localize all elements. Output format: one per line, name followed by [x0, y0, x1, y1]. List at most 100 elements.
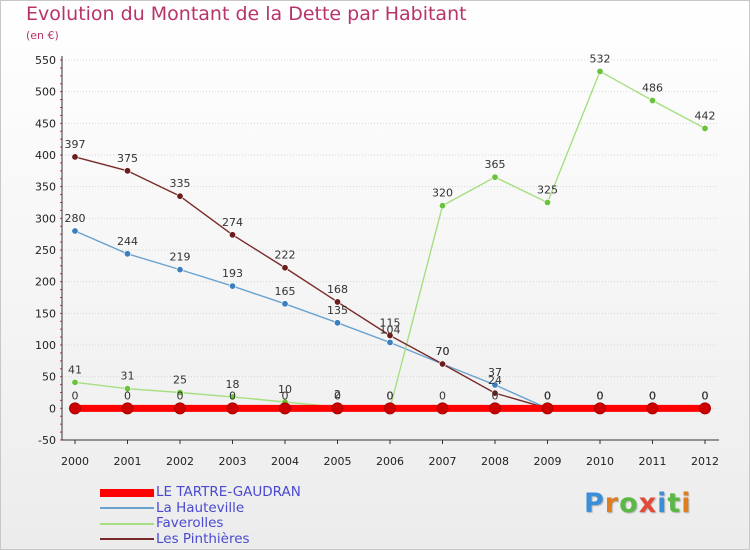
data-point	[71, 227, 79, 235]
legend-label: Les Pinthières	[156, 530, 250, 547]
x-tick-label: 2000	[61, 455, 89, 468]
legend: LE TARTRE-GAUDRAN La Hauteville Faverolles…	[100, 485, 301, 547]
data-point	[176, 388, 184, 396]
x-tick-label: 2004	[271, 455, 299, 468]
x-tick-label: 2011	[639, 455, 667, 468]
data-label: 2	[334, 388, 341, 401]
data-point	[71, 153, 79, 161]
chart-subtitle: (en €)	[26, 29, 59, 42]
data-point	[279, 402, 291, 415]
data-point	[69, 402, 81, 415]
y-tick-label: 500	[35, 86, 56, 99]
data-label: 532	[590, 52, 611, 65]
logo-letter: i	[657, 488, 668, 519]
data-point	[124, 385, 132, 393]
data-point	[438, 202, 446, 210]
data-label: 325	[537, 184, 558, 197]
data-label: 320	[432, 187, 453, 200]
data-point	[333, 319, 341, 327]
data-point	[333, 298, 341, 306]
y-tick-label: 250	[35, 244, 56, 257]
data-point	[489, 402, 501, 415]
data-point	[226, 402, 239, 415]
data-point	[436, 402, 449, 415]
legend-item: Les Pinthières	[100, 530, 301, 548]
data-label: 25	[173, 374, 187, 387]
legend-label: LE TARTRE-GAUDRAN	[156, 484, 301, 501]
x-tick-label: 2003	[219, 455, 247, 468]
x-tick-label: 2007	[429, 455, 457, 468]
data-label: 165	[275, 285, 296, 298]
data-point	[594, 402, 606, 415]
data-point	[491, 389, 499, 397]
legend-swatch	[100, 507, 154, 510]
data-label: 375	[117, 152, 138, 165]
legend-label: La Hauteville	[156, 499, 245, 516]
data-point	[386, 331, 394, 339]
data-label: 0	[649, 389, 656, 402]
logo-letter: o	[619, 488, 639, 519]
data-point	[438, 360, 446, 368]
data-label: 18	[226, 378, 240, 391]
y-tick-label: 300	[35, 212, 56, 225]
legend-item: La Hauteville	[100, 499, 301, 517]
data-label: 104	[380, 323, 401, 336]
data-point	[699, 402, 711, 415]
data-label: 41	[68, 363, 82, 376]
x-tick-label: 2010	[586, 455, 614, 468]
y-tick-label: 550	[35, 54, 56, 67]
data-point	[281, 264, 289, 272]
data-label: 365	[485, 158, 506, 171]
x-tick-label: 2002	[166, 455, 194, 468]
data-label: 0	[649, 389, 656, 402]
data-point	[174, 402, 186, 415]
data-point	[229, 282, 237, 290]
x-tick-label: 2006	[376, 455, 404, 468]
chart-title: Evolution du Montant de la Dette par Hab…	[26, 3, 467, 25]
y-tick-label: 450	[35, 117, 56, 130]
data-label: 10	[278, 383, 292, 396]
data-label: 24	[488, 374, 502, 387]
data-point	[646, 402, 659, 415]
legend-label: Faverolles	[156, 515, 224, 532]
data-label: 244	[117, 235, 138, 248]
data-label: 0	[124, 389, 131, 402]
data-point	[596, 67, 604, 75]
data-point	[491, 173, 499, 181]
data-point	[176, 266, 184, 274]
logo-letter: i	[681, 488, 692, 519]
data-point	[331, 402, 344, 415]
data-point	[176, 192, 184, 200]
y-tick-label: 350	[35, 181, 56, 194]
x-tick-label: 2008	[481, 455, 509, 468]
data-point	[648, 97, 656, 105]
data-label: 335	[170, 177, 191, 190]
data-point	[124, 250, 132, 258]
data-label: 0	[492, 389, 499, 402]
data-label: 397	[65, 138, 86, 151]
data-label: 222	[275, 249, 296, 262]
y-tick-label: 400	[35, 149, 56, 162]
logo-letter: P	[584, 488, 605, 519]
data-label: 274	[222, 216, 243, 229]
legend-item: LE TARTRE-GAUDRAN	[100, 485, 301, 501]
data-point	[124, 167, 132, 175]
legend-swatch	[100, 538, 154, 541]
data-label: 280	[65, 212, 86, 225]
data-label: 0	[702, 389, 709, 402]
data-point	[281, 300, 289, 308]
data-label: 0	[649, 389, 656, 402]
legend-item: Faverolles	[100, 516, 301, 532]
data-point	[541, 402, 554, 415]
data-point	[491, 381, 499, 389]
data-point	[384, 402, 396, 415]
x-tick-label: 2012	[691, 455, 719, 468]
data-point	[121, 402, 134, 415]
logo-letter: t	[667, 488, 682, 519]
data-label: 31	[121, 370, 135, 383]
data-label: 0	[334, 389, 341, 402]
y-tick-label: 100	[35, 339, 56, 352]
x-tick-label: 2005	[324, 455, 352, 468]
data-label: 0	[282, 389, 289, 402]
